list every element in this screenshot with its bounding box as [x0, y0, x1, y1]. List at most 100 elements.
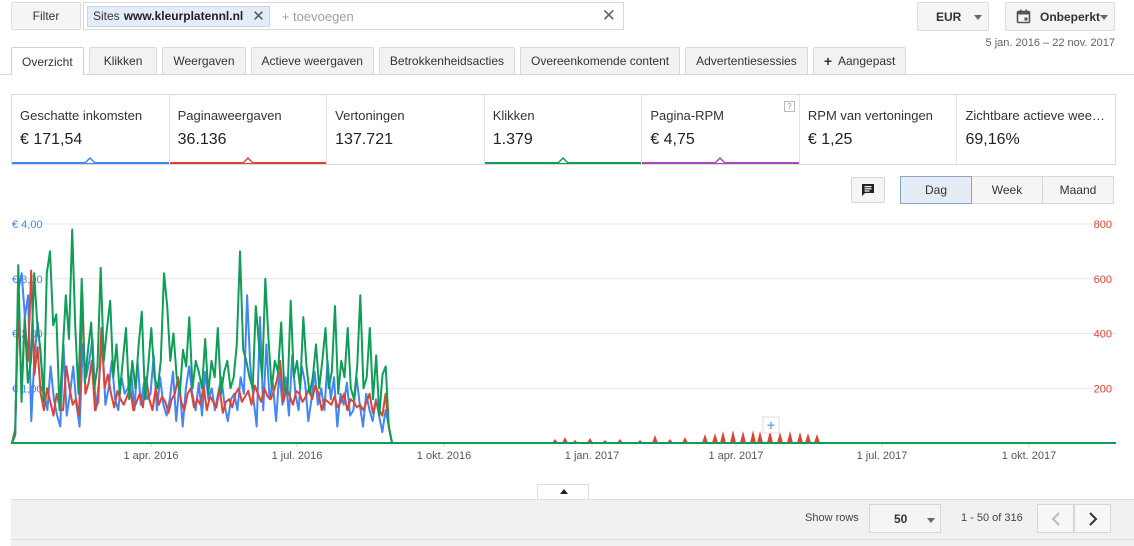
rows-per-page-value: 50	[894, 511, 908, 526]
pageviews-spike	[750, 430, 756, 443]
tab-overeenkomende-content[interactable]: Overeenkomende content	[520, 47, 681, 74]
tabs-divider	[0, 74, 1134, 75]
tab-klikken[interactable]: Klikken	[88, 47, 158, 74]
series-color-bar	[12, 162, 169, 164]
pageviews-spike	[757, 431, 763, 443]
y-left-tick-label: € 4,00	[12, 219, 43, 231]
calendar-icon	[1016, 9, 1031, 24]
table-toolbar	[11, 499, 1134, 546]
period-dag-button[interactable]: Dag	[900, 176, 972, 204]
x-tick-label: 1 jul. 2016	[272, 450, 323, 462]
clear-icon[interactable]: ✕	[601, 6, 616, 25]
x-tick-label: 1 jan. 2017	[565, 450, 619, 462]
x-tick-label: 1 okt. 2016	[417, 450, 471, 462]
date-range-select[interactable]: Onbeperkt	[1005, 2, 1115, 31]
x-tick-label: 1 jul. 2017	[857, 450, 908, 462]
scorecards: Geschatte inkomsten € 171,54 Paginaweerg…	[11, 94, 1116, 165]
filter-field[interactable]: Sites www.kleurplatennl.nl ✕ ✕	[83, 2, 624, 30]
pageviews-spike	[787, 431, 793, 443]
pageviews-spike	[740, 431, 746, 443]
add-annotation-marker	[762, 416, 780, 434]
report-tabs: Overzicht Klikken Weergaven Actieve weer…	[11, 47, 911, 75]
site-filter-chip[interactable]: Sites www.kleurplatennl.nl ✕	[87, 5, 270, 27]
currency-select[interactable]: EUR	[917, 2, 989, 31]
pageviews-spike	[777, 432, 783, 443]
pageviews-spike	[652, 435, 658, 443]
pageviews-spike	[730, 430, 736, 443]
tab-advertentiesessies[interactable]: Advertentiesessies	[685, 47, 808, 74]
help-icon[interactable]: ?	[783, 101, 795, 112]
period-toggle: Dag Week Maand	[900, 176, 1114, 204]
date-range-text: 5 jan. 2016 – 22 nov. 2017	[985, 37, 1115, 49]
y-right-tick-label: 800	[1094, 219, 1112, 231]
y-left-tick-label: € 1,00	[12, 383, 43, 395]
scorecard-value: 36.136	[177, 131, 227, 148]
period-week-button[interactable]: Week	[971, 176, 1043, 204]
currency-label: EUR	[936, 9, 962, 24]
scorecard-klikken[interactable]: Klikken 1.379	[484, 95, 643, 164]
tab-aangepast-label: Aangepast	[838, 54, 896, 68]
scorecard-vertoningen[interactable]: Vertoningen 137.721	[327, 95, 485, 164]
x-tick-label: 1 okt. 2017	[1002, 450, 1056, 462]
scorecard-value: € 4,75	[650, 131, 695, 148]
scorecard-label: Pagina-RPM	[650, 108, 725, 123]
tab-overzicht[interactable]: Overzicht	[11, 47, 84, 75]
tab-betrokkenheidsacties[interactable]: Betrokkenheidsacties	[378, 47, 515, 74]
selected-indicator-icon	[242, 157, 253, 163]
scorecard-label: RPM van vertoningen	[807, 108, 933, 123]
selected-indicator-icon	[557, 157, 568, 163]
scorecard-zichtbare-actieve-weergaven[interactable]: Zichtbare actieve wee… 69,16%	[957, 95, 1115, 164]
scorecard-geschatte-inkomsten[interactable]: Geschatte inkomsten € 171,54	[12, 95, 170, 164]
scorecard-value: 1.379	[492, 131, 533, 148]
table-header	[11, 539, 1134, 546]
next-page-button[interactable]	[1074, 504, 1111, 533]
chevron-left-icon	[1051, 511, 1060, 526]
scorecard-label: Geschatte inkomsten	[20, 108, 143, 123]
annotation-button[interactable]	[851, 177, 885, 203]
pageviews-spike	[805, 433, 811, 443]
chip-value: www.kleurplatennl.nl	[123, 9, 244, 23]
pageviews-spike	[702, 434, 708, 443]
date-preset-label: Onbeperkt	[1040, 9, 1101, 24]
pageviews-spike	[814, 434, 820, 443]
x-tick-label: 1 apr. 2016	[123, 450, 178, 462]
y-right-tick-label: 400	[1094, 329, 1112, 341]
scorecard-value: € 171,54	[20, 131, 83, 148]
series-color-bar	[169, 162, 327, 164]
pageviews-spike	[562, 437, 568, 443]
rows-range-text: 1 - 50 of 316	[961, 512, 1023, 524]
series-color-bar	[484, 162, 642, 164]
pageviews-spike	[712, 433, 718, 443]
period-maand-button[interactable]: Maand	[1042, 176, 1114, 204]
close-icon[interactable]: ✕	[252, 7, 265, 25]
pageviews-spike	[797, 432, 803, 443]
x-tick-label: 1 apr. 2017	[708, 450, 763, 462]
scorecard-label: Paginaweergaven	[177, 108, 282, 123]
scorecard-value: € 1,25	[807, 131, 853, 148]
filter-input[interactable]	[279, 7, 580, 25]
scorecard-pagina-rpm[interactable]: Pagina-RPM € 4,75 ?	[642, 95, 800, 164]
chevron-down-icon	[927, 518, 935, 523]
y-right-tick-label: 600	[1094, 274, 1112, 286]
scorecard-label: Klikken	[492, 108, 535, 123]
tab-actieve-weergaven[interactable]: Actieve weergaven	[250, 47, 374, 74]
pageviews-spike	[720, 431, 726, 443]
selected-indicator-icon	[85, 157, 95, 163]
tab-weergaven[interactable]: Weergaven	[162, 47, 246, 74]
scorecard-rpm-van-vertoningen[interactable]: RPM van vertoningen € 1,25	[800, 95, 958, 164]
pageviews-spike	[587, 438, 593, 443]
scorecard-label: Zichtbare actieve wee…	[965, 108, 1105, 123]
collapse-chart-tab[interactable]	[537, 484, 589, 499]
previous-page-button[interactable]	[1037, 504, 1074, 533]
scorecard-label: Vertoningen	[335, 108, 405, 123]
series-klikken-line	[11, 228, 1116, 444]
plus-icon: +	[823, 53, 832, 69]
filter-button[interactable]: Filter	[11, 2, 81, 30]
tab-aangepast[interactable]: + Aangepast	[812, 47, 907, 74]
scorecard-paginaweergaven[interactable]: Paginaweergaven 36.136	[169, 95, 328, 164]
plus-icon: +	[767, 417, 775, 433]
scorecard-value: 137.721	[335, 131, 393, 148]
comment-icon	[862, 184, 874, 196]
rows-per-page-select[interactable]: 50	[869, 504, 941, 533]
